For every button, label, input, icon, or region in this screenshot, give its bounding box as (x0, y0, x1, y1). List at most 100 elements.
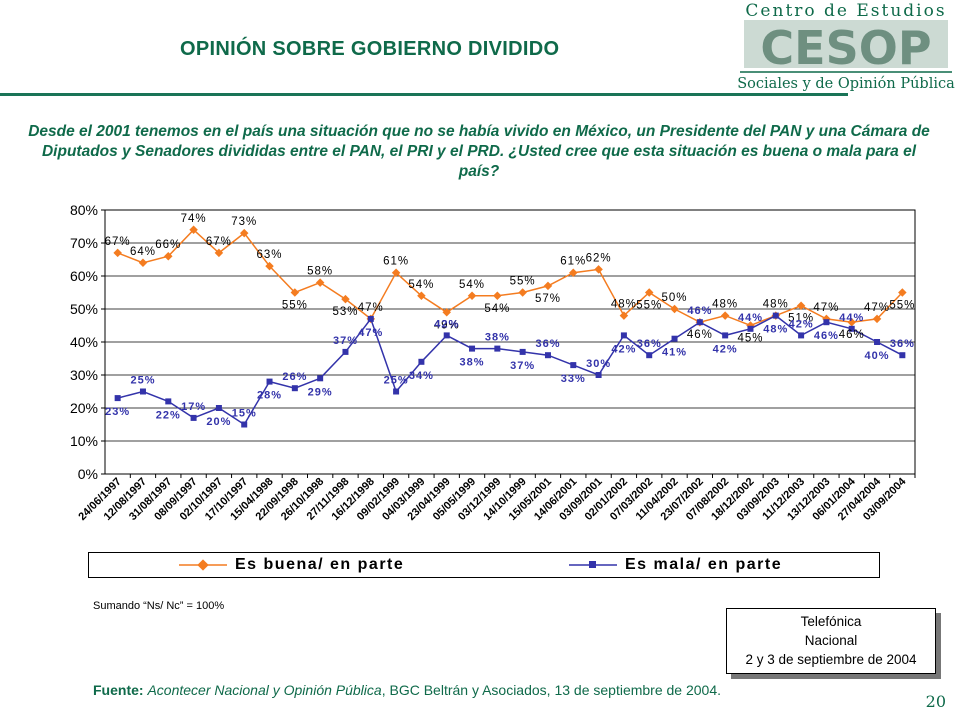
y-tick-label: 70% (70, 235, 98, 251)
data-label-mala: 29% (308, 386, 333, 398)
cesop-logo: Centro de Estudios CESOP Sociales y de O… (737, 1, 955, 92)
marker-mala (418, 358, 425, 365)
marker-mala (266, 378, 273, 385)
data-label-mala: 44% (839, 312, 864, 324)
marker-mala (494, 345, 501, 352)
y-tick-label: 30% (70, 367, 98, 383)
data-label-mala: 34% (409, 370, 434, 382)
data-label-mala: 30% (586, 358, 611, 370)
data-label-buena: 46% (839, 329, 865, 341)
logo-top-text: Centro de Estudios (745, 1, 946, 21)
marker-mala (215, 405, 222, 411)
marker-mala (342, 348, 349, 355)
data-label-mala: 41% (662, 347, 687, 359)
data-label-buena: 54% (484, 303, 510, 315)
marker-mala (367, 315, 374, 322)
data-label-buena: 47% (813, 302, 839, 314)
data-label-buena: 55% (510, 276, 536, 288)
data-label-mala: 33% (561, 373, 586, 385)
y-tick-label: 40% (70, 334, 98, 350)
marker-buena (543, 281, 553, 291)
data-label-buena: 47% (358, 302, 384, 314)
marker-buena (442, 308, 451, 317)
y-tick-label: 80% (70, 202, 98, 218)
marker-mala (469, 345, 476, 352)
data-label-buena: 50% (662, 292, 688, 304)
marker-buena (670, 304, 679, 314)
page-title: OPINIÓN SOBRE GOBIERNO DIVIDIDO (180, 38, 560, 60)
marker-mala (874, 339, 881, 345)
data-label-mala: 25% (384, 375, 409, 387)
marker-mala (443, 332, 450, 339)
legend-label-buena: Es buena/ en parte (235, 556, 405, 573)
marker-buena (493, 291, 502, 301)
data-label-buena: 63% (257, 249, 283, 261)
legend-swatch-mala (569, 561, 617, 568)
source-credit: Fuente: Acontecer Nacional y Opinión Púb… (93, 682, 721, 698)
marker-mala (570, 362, 577, 369)
marker-mala (747, 325, 754, 332)
marker-buena (644, 288, 654, 297)
marker-mala (190, 414, 197, 421)
marker-buena (569, 268, 578, 277)
data-label-mala: 36% (637, 338, 662, 350)
marker-buena (518, 288, 527, 297)
marker-buena (265, 261, 274, 271)
data-label-mala: 36% (890, 338, 915, 350)
marker-mala (165, 398, 172, 405)
data-label-mala: 26% (282, 371, 307, 383)
method-line-2: Nacional (804, 633, 858, 648)
chart-legend: Es buena/ en parte Es mala/ en parte (88, 552, 880, 578)
method-box: Telefónica Nacional 2 y 3 de septiembre … (726, 608, 936, 674)
logo-mark-text: CESOP (760, 21, 931, 75)
data-label-mala: 37% (333, 335, 358, 347)
marker-mala (544, 352, 551, 359)
marker-mala (393, 388, 400, 395)
data-label-mala: 38% (485, 332, 510, 344)
marker-buena (214, 248, 224, 258)
data-label-mala: 25% (130, 375, 155, 387)
source-rest: , BGC Beltrán y Asociados, 13 de septiem… (381, 682, 722, 698)
data-label-buena: 64% (130, 246, 156, 258)
data-label-buena: 61% (560, 256, 586, 268)
data-label-buena: 57% (535, 293, 561, 305)
data-label-mala: 22% (156, 409, 181, 421)
marker-buena (619, 311, 629, 320)
legend-item-buena: Es buena/ en parte (179, 553, 404, 577)
series-line-mala (117, 314, 903, 426)
marker-buena (720, 311, 730, 320)
marker-mala (114, 395, 121, 402)
marker-mala (241, 421, 248, 428)
data-label-mala: 48% (763, 324, 788, 336)
data-label-buena: 67% (206, 236, 232, 248)
marker-mala (519, 348, 526, 355)
data-label-buena: 61% (383, 256, 409, 268)
marker-buena (341, 294, 350, 304)
data-label-buena: 47% (864, 302, 890, 314)
data-label-buena: 49% (434, 319, 460, 331)
legend-label-mala: Es mala/ en parte (625, 556, 783, 573)
data-label-mala: 44% (738, 312, 763, 324)
data-label-mala: 42% (611, 343, 636, 355)
legend-item-mala: Es mala/ en parte (569, 553, 782, 577)
data-label-mala: 37% (510, 360, 535, 372)
marker-mala (696, 319, 703, 326)
data-label-mala: 42% (789, 318, 814, 330)
marker-mala (291, 385, 298, 392)
marker-mala (798, 332, 805, 339)
data-label-buena: 66% (155, 239, 181, 251)
y-tick-label: 60% (70, 268, 98, 284)
data-label-buena: 58% (307, 266, 333, 278)
data-label-mala: 40% (865, 350, 890, 362)
marker-buena (138, 258, 148, 268)
data-label-mala: 15% (232, 408, 257, 420)
data-label-mala: 23% (105, 406, 130, 418)
y-tick-label: 0% (78, 466, 98, 482)
data-label-buena: 55% (889, 300, 915, 312)
y-tick-label: 50% (70, 301, 98, 317)
marker-buena (467, 291, 477, 301)
marker-buena (796, 301, 806, 310)
data-label-buena: 48% (712, 299, 738, 311)
marker-buena (847, 317, 856, 327)
data-label-buena: 55% (636, 300, 662, 312)
